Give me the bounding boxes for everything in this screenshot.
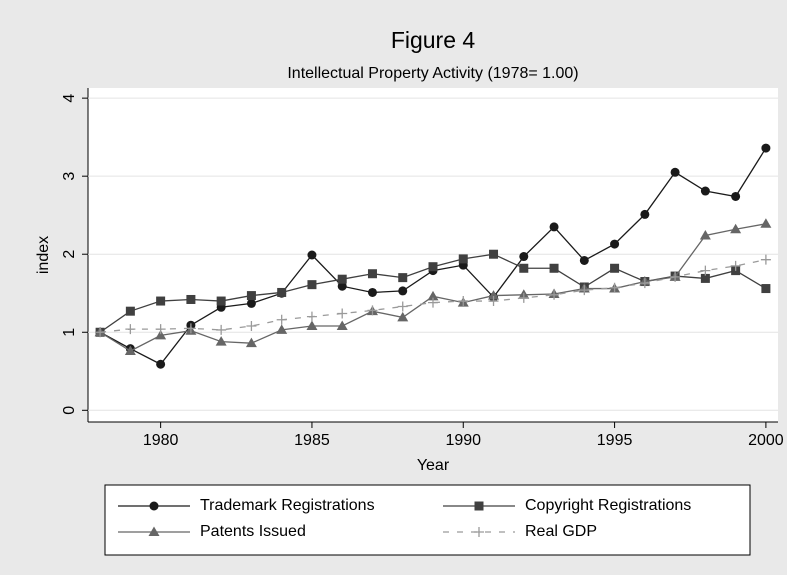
y-tick-label: 1 — [61, 328, 78, 337]
marker — [458, 254, 468, 264]
legend-label: Patents Issued — [200, 523, 306, 540]
marker — [427, 290, 439, 301]
marker — [428, 262, 438, 272]
legend-label: Real GDP — [525, 523, 597, 540]
marker — [730, 223, 742, 234]
marker — [549, 263, 559, 273]
chart-subtitle: Intellectual Property Activity (1978= 1.… — [287, 65, 578, 82]
legend-label: Copyright Registrations — [525, 497, 691, 514]
y-tick-label: 3 — [61, 172, 78, 181]
marker — [306, 311, 317, 322]
y-tick-label: 4 — [61, 94, 78, 103]
marker — [761, 284, 771, 294]
marker — [246, 321, 257, 332]
marker — [397, 311, 409, 322]
marker — [398, 273, 408, 283]
x-tick-label: 1985 — [294, 432, 330, 449]
marker — [700, 186, 710, 196]
marker — [148, 526, 160, 536]
marker — [700, 273, 710, 283]
marker — [640, 209, 650, 219]
marker — [519, 252, 529, 262]
legend — [104, 484, 751, 556]
marker — [216, 324, 227, 335]
marker — [579, 255, 589, 265]
marker — [488, 296, 499, 307]
marker — [398, 286, 408, 296]
y-tick-label: 0 — [61, 406, 78, 415]
marker — [699, 229, 711, 240]
marker — [367, 287, 377, 297]
marker — [367, 269, 377, 279]
marker — [246, 298, 256, 308]
marker — [610, 263, 620, 273]
marker — [277, 287, 287, 297]
marker — [474, 527, 484, 537]
marker — [367, 305, 378, 316]
x-tick-label: 2000 — [748, 432, 784, 449]
marker — [186, 294, 196, 304]
marker — [760, 218, 772, 228]
x-tick-label: 1990 — [445, 432, 481, 449]
marker — [156, 359, 166, 369]
marker — [639, 278, 650, 289]
marker — [428, 297, 438, 308]
marker — [95, 327, 106, 338]
marker — [246, 291, 256, 301]
marker — [125, 306, 135, 316]
marker — [337, 281, 347, 291]
y-axis-label: index — [35, 236, 52, 274]
marker — [155, 329, 167, 340]
marker — [670, 167, 680, 177]
marker — [474, 501, 484, 511]
marker — [276, 314, 287, 325]
marker — [245, 337, 257, 348]
marker — [307, 280, 317, 290]
marker — [730, 260, 741, 271]
marker — [489, 249, 499, 259]
x-tick-label: 1995 — [597, 432, 633, 449]
marker — [155, 324, 166, 335]
marker — [700, 265, 711, 276]
marker — [125, 324, 136, 335]
marker — [156, 296, 166, 306]
marker — [610, 239, 620, 249]
marker — [307, 250, 317, 260]
marker — [216, 296, 226, 306]
marker — [337, 274, 347, 284]
chart-title: Figure 4 — [391, 27, 476, 53]
marker — [397, 301, 408, 312]
marker — [185, 323, 196, 334]
marker — [519, 263, 529, 273]
marker — [760, 254, 771, 265]
x-tick-label: 1980 — [143, 432, 179, 449]
marker — [549, 289, 560, 300]
marker — [337, 308, 348, 319]
marker — [306, 320, 318, 331]
marker — [549, 222, 559, 232]
y-tick-label: 2 — [61, 250, 78, 259]
x-axis-label: Year — [417, 457, 450, 474]
marker — [609, 282, 620, 293]
marker — [518, 292, 529, 303]
marker — [731, 191, 741, 201]
plot-area — [88, 88, 778, 422]
legend-label: Trademark Registrations — [200, 497, 375, 514]
marker — [458, 296, 469, 307]
marker — [276, 324, 288, 334]
marker — [215, 336, 227, 346]
marker — [124, 345, 136, 355]
marker — [670, 271, 681, 282]
marker — [579, 285, 590, 296]
marker — [488, 290, 500, 300]
marker — [336, 320, 348, 331]
marker — [149, 501, 159, 511]
marker — [761, 143, 771, 153]
